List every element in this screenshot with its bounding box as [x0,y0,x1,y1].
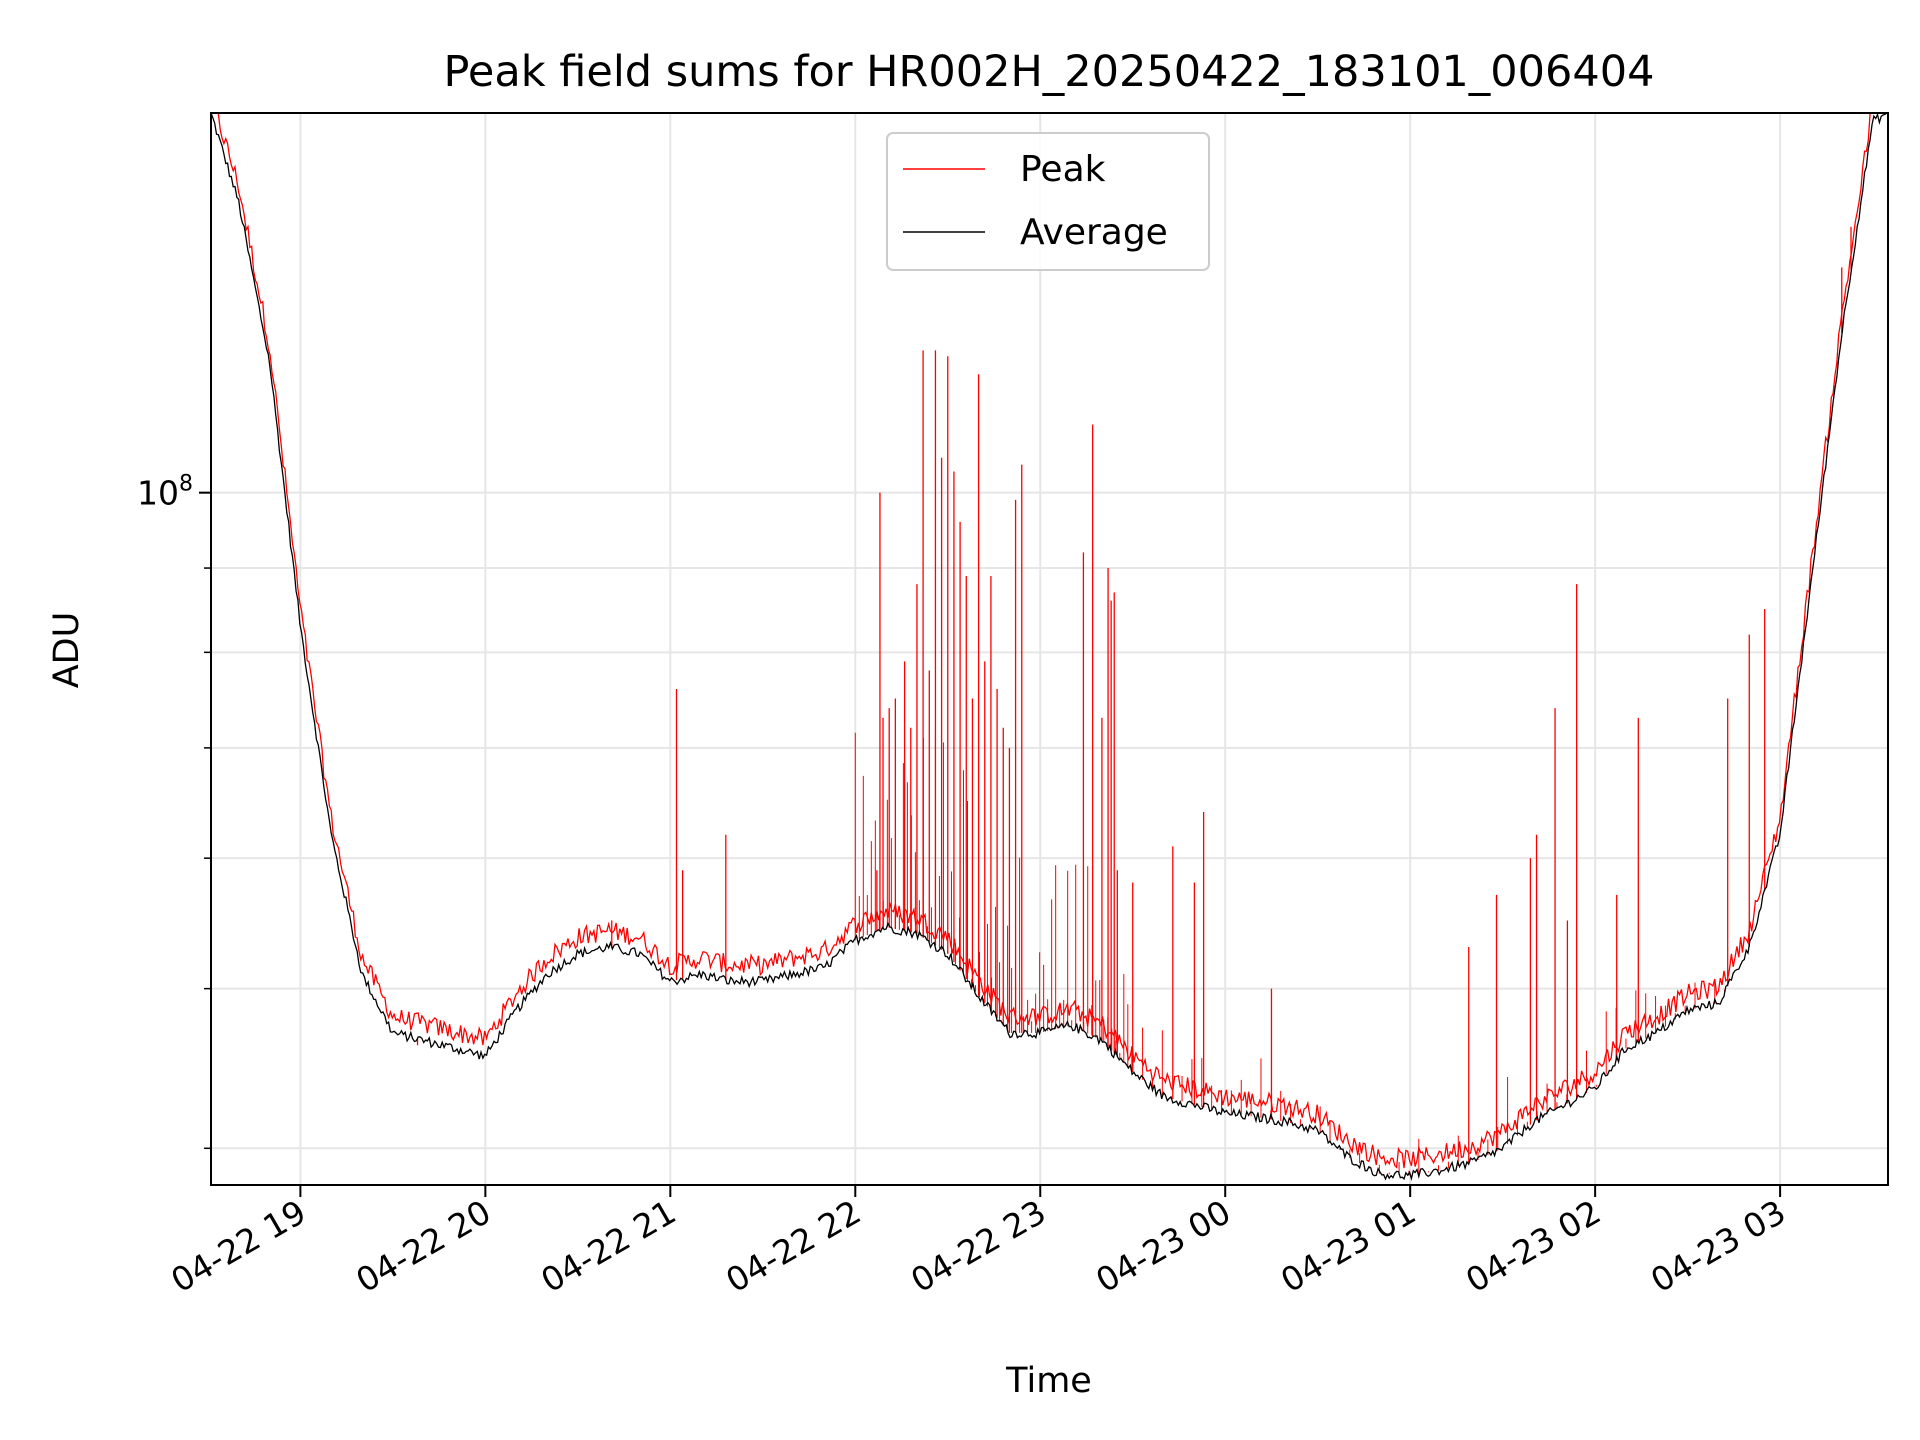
y-tick-label: 108 [137,472,193,513]
x-tick-label: 04-22 20 [349,1192,497,1300]
plot-frame [210,112,1889,1186]
grid [211,113,1888,1185]
x-tick-label: 04-22 21 [534,1192,682,1300]
x-tick-label: 04-22 22 [719,1192,867,1300]
x-axis-label: Time [1005,1361,1092,1401]
x-tick-label: 04-22 19 [164,1192,312,1300]
chart-title: Peak field sums for HR002H_20250422_1831… [444,47,1655,97]
peak-series [211,112,1887,1176]
legend-peak-label: Peak [1020,149,1106,190]
average-line [210,112,1888,1182]
legend: Peak Average [886,132,1210,271]
peak-line [211,112,1887,1169]
x-tick-label: 04-22 23 [904,1192,1052,1300]
x-tick-label: 04-23 02 [1459,1192,1607,1300]
x-tick-label: 04-23 00 [1089,1192,1237,1300]
legend-average-label: Average [1020,212,1168,253]
legend-box [886,132,1210,271]
x-tick-label: 04-23 03 [1644,1192,1792,1300]
x-axis-ticks: 04-22 19 04-22 20 04-22 21 04-22 22 04-22 23… [164,1185,1792,1300]
average-series [210,112,1888,1182]
y-axis-ticks: 108 [137,472,211,1150]
x-tick-label: 04-23 01 [1274,1192,1422,1300]
y-axis-label: ADU [47,612,87,689]
